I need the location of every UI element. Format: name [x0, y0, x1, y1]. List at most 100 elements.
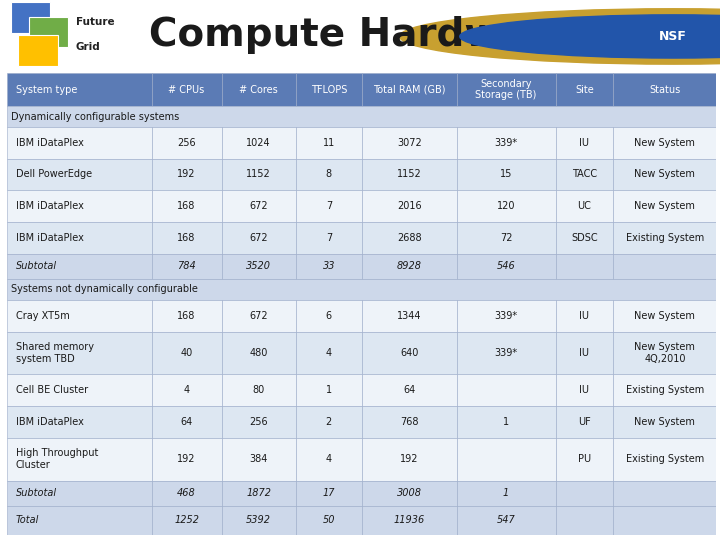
- Text: System type: System type: [16, 85, 77, 94]
- Bar: [556, 73, 613, 106]
- Text: Site: Site: [575, 85, 594, 94]
- Text: 256: 256: [249, 417, 268, 427]
- Bar: [361, 127, 456, 159]
- Bar: [556, 481, 613, 506]
- Bar: [556, 222, 613, 254]
- Text: 17: 17: [323, 488, 335, 498]
- Bar: [556, 332, 613, 374]
- Text: 168: 168: [177, 310, 196, 321]
- Text: 50: 50: [323, 515, 335, 525]
- Text: TACC: TACC: [572, 170, 597, 179]
- Bar: [296, 374, 361, 406]
- Bar: [296, 159, 361, 190]
- Text: 3072: 3072: [397, 138, 422, 148]
- Text: 1252: 1252: [174, 515, 199, 525]
- Text: Compute Hardware: Compute Hardware: [148, 16, 572, 54]
- Text: 64: 64: [181, 417, 193, 427]
- Bar: [456, 222, 556, 254]
- Bar: [556, 506, 613, 535]
- Bar: [7, 254, 151, 279]
- Bar: [613, 506, 716, 535]
- Text: Dell PowerEdge: Dell PowerEdge: [16, 170, 92, 179]
- Bar: [456, 254, 556, 279]
- Bar: [613, 332, 716, 374]
- Bar: [556, 190, 613, 222]
- Bar: [456, 481, 556, 506]
- Text: 33: 33: [323, 261, 335, 272]
- Bar: [7, 222, 151, 254]
- Text: Subtotal: Subtotal: [16, 261, 57, 272]
- Bar: [7, 127, 151, 159]
- Text: UF: UF: [578, 417, 591, 427]
- Text: IU: IU: [580, 138, 590, 148]
- Bar: [7, 406, 151, 438]
- Text: 1: 1: [325, 385, 332, 395]
- Text: 546: 546: [497, 261, 516, 272]
- Bar: [7, 374, 151, 406]
- Bar: [151, 190, 222, 222]
- Text: New System: New System: [634, 201, 696, 211]
- Bar: [7, 481, 151, 506]
- Text: 784: 784: [177, 261, 196, 272]
- Bar: [456, 159, 556, 190]
- Text: 384: 384: [250, 454, 268, 464]
- Bar: [151, 127, 222, 159]
- Bar: [556, 254, 613, 279]
- Text: 5392: 5392: [246, 515, 271, 525]
- Text: 8: 8: [325, 170, 332, 179]
- Bar: [7, 106, 716, 127]
- Text: 339*: 339*: [495, 310, 518, 321]
- Bar: [361, 406, 456, 438]
- Bar: [222, 222, 296, 254]
- Bar: [11, 2, 50, 33]
- Bar: [456, 73, 556, 106]
- Bar: [151, 222, 222, 254]
- Text: 7: 7: [325, 233, 332, 243]
- Bar: [296, 254, 361, 279]
- Bar: [7, 159, 151, 190]
- Bar: [18, 35, 58, 65]
- Bar: [151, 159, 222, 190]
- Bar: [151, 254, 222, 279]
- Text: Future: Future: [76, 17, 114, 27]
- Text: 547: 547: [497, 515, 516, 525]
- Text: 40: 40: [181, 348, 193, 358]
- Bar: [296, 481, 361, 506]
- Text: Grid: Grid: [76, 42, 100, 52]
- Text: 640: 640: [400, 348, 418, 358]
- Bar: [222, 332, 296, 374]
- Text: 64: 64: [403, 385, 415, 395]
- Text: 1024: 1024: [246, 138, 271, 148]
- Bar: [7, 190, 151, 222]
- Bar: [361, 159, 456, 190]
- Bar: [456, 190, 556, 222]
- Bar: [151, 506, 222, 535]
- Text: IU: IU: [580, 348, 590, 358]
- Bar: [613, 300, 716, 332]
- Bar: [613, 438, 716, 481]
- Bar: [556, 374, 613, 406]
- Bar: [456, 406, 556, 438]
- Text: Shared memory
system TBD: Shared memory system TBD: [16, 342, 94, 364]
- Text: 1872: 1872: [246, 488, 271, 498]
- Bar: [222, 190, 296, 222]
- Bar: [151, 481, 222, 506]
- Bar: [7, 332, 151, 374]
- Text: Subtotal: Subtotal: [16, 488, 57, 498]
- Text: 672: 672: [249, 201, 268, 211]
- Text: TFLOPS: TFLOPS: [310, 85, 347, 94]
- Text: 192: 192: [400, 454, 418, 464]
- Text: 80: 80: [253, 385, 265, 395]
- Text: Systems not dynamically configurable: Systems not dynamically configurable: [12, 285, 198, 294]
- Text: 4: 4: [325, 348, 332, 358]
- Bar: [7, 300, 151, 332]
- Text: 72: 72: [500, 233, 513, 243]
- Bar: [222, 254, 296, 279]
- Bar: [222, 300, 296, 332]
- Bar: [613, 190, 716, 222]
- Text: 480: 480: [250, 348, 268, 358]
- Text: 256: 256: [177, 138, 196, 148]
- Text: 672: 672: [249, 233, 268, 243]
- Text: NSF: NSF: [660, 30, 687, 43]
- Text: # Cores: # Cores: [239, 85, 278, 94]
